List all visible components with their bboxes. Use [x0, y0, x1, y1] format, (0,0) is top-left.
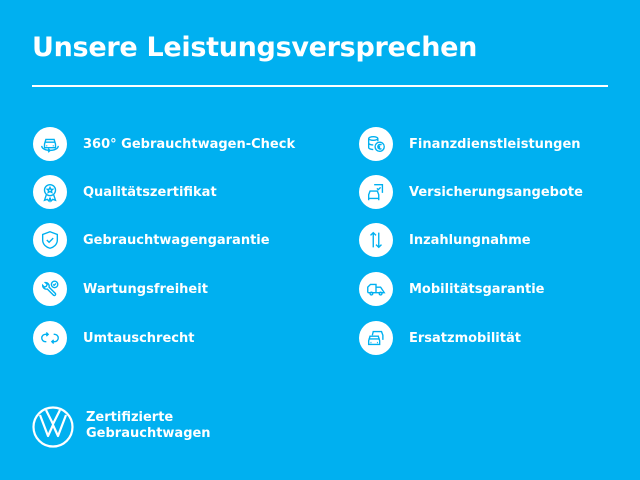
insurance-car-icon [359, 175, 393, 209]
feature-item: Gebrauchtwagengarantie [33, 223, 270, 257]
feature-label: Versicherungsangebote [409, 184, 583, 200]
tow-truck-icon [359, 272, 393, 306]
brand-text: Zertifizierte Gebrauchtwagen [86, 410, 211, 442]
brand-line-1: Zertifizierte [86, 410, 174, 425]
trade-in-arrows-icon [359, 223, 393, 257]
feature-label: Mobilitätsgarantie [409, 281, 545, 297]
feature-label: Qualitätszertifikat [83, 184, 217, 200]
feature-label: 360° Gebrauchtwagen-Check [83, 136, 296, 152]
feature-label: Finanzdienstleistungen [409, 136, 581, 152]
replacement-cars-icon [359, 321, 393, 355]
feature-item: 360° Gebrauchtwagen-Check [33, 127, 295, 161]
shield-check-icon [33, 223, 67, 257]
feature-item: Versicherungsangebote [359, 175, 583, 209]
feature-label: Wartungsfreiheit [83, 281, 208, 297]
feature-item: Mobilitätsgarantie [359, 272, 544, 306]
feature-label: Ersatzmobilität [409, 330, 521, 346]
feature-item: Finanzdienstleistungen [359, 127, 581, 161]
exchange-icon [33, 321, 67, 355]
feature-label: Inzahlungnahme [409, 232, 531, 248]
car-360-icon [33, 127, 67, 161]
award-icon [33, 175, 67, 209]
page-title: Unsere Leistungsversprechen [32, 32, 478, 63]
feature-item: Umtauschrecht [33, 321, 194, 355]
wrench-check-icon [33, 272, 67, 306]
feature-item: Wartungsfreiheit [33, 272, 208, 306]
feature-label: Umtauschrecht [83, 330, 195, 346]
brand-line-2: Gebrauchtwagen [86, 426, 211, 441]
feature-label: Gebrauchtwagengarantie [83, 232, 270, 248]
euro-coins-icon [359, 127, 393, 161]
feature-item: Inzahlungnahme [359, 223, 531, 257]
vw-logo [32, 406, 74, 448]
divider [32, 85, 608, 87]
feature-item: Qualitätszertifikat [33, 175, 217, 209]
feature-item: Ersatzmobilität [359, 321, 521, 355]
